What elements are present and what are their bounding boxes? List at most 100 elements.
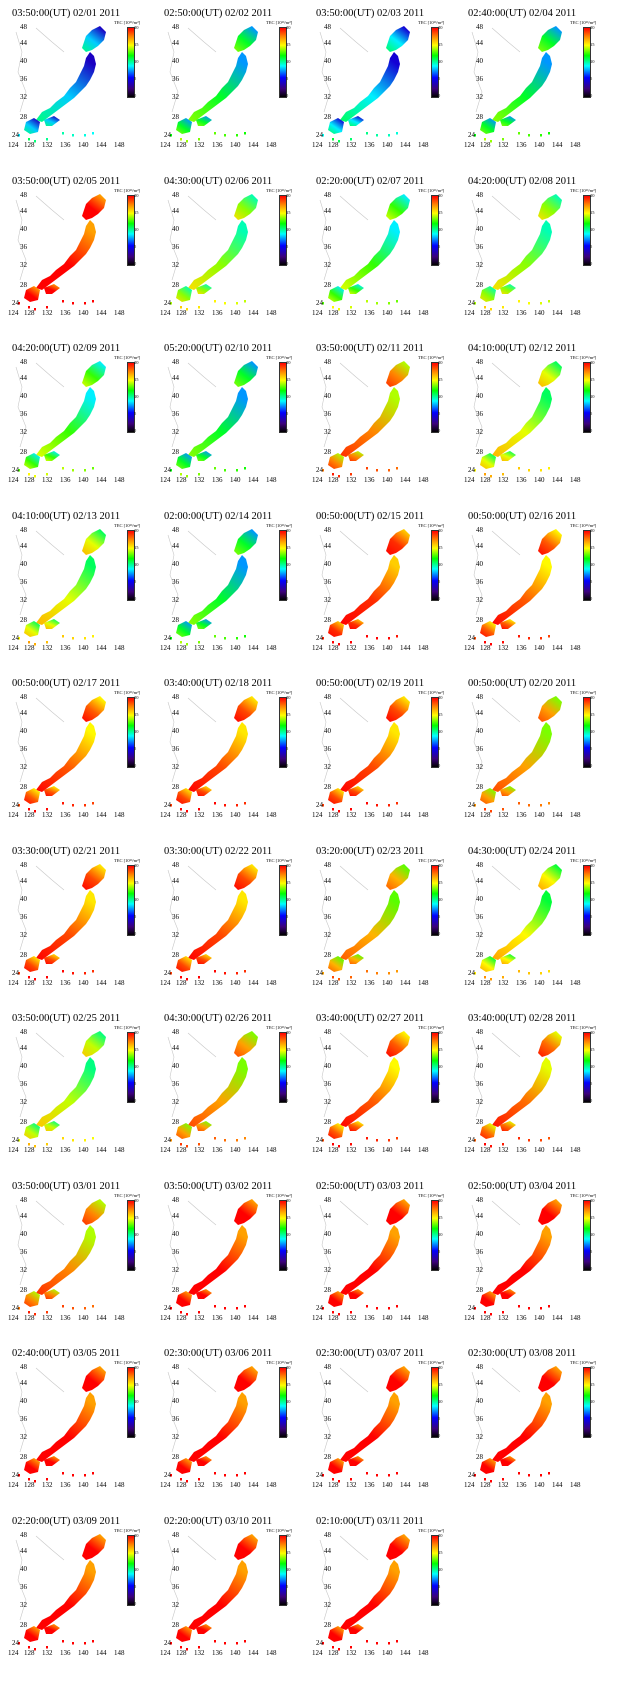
honshu-region [340,1392,400,1462]
lat-tick-label: 24 [164,969,172,977]
island-station [548,969,550,972]
shikoku-region [348,116,364,126]
lat-tick-label: 36 [476,1080,484,1088]
lon-tick-label: 144 [400,644,411,652]
lat-tick-label: 32 [20,93,28,101]
panel-title: 03:50:00(UT) 02/25 2011 [12,1013,121,1024]
island-station [502,1143,504,1146]
lat-tick-label: 28 [476,1118,484,1126]
lon-tick-label: 132 [194,476,205,484]
panel-title: 02:00:00(UT) 02/14 2011 [164,510,273,522]
island-station [198,138,200,141]
island-station [484,138,486,141]
honshu-region [340,1057,400,1127]
island-station [84,1474,86,1477]
island-station [484,640,486,643]
lat-tick-label: 44 [476,374,484,382]
lon-tick-label: 144 [248,811,259,819]
lat-tick-label: 24 [468,801,476,809]
island-station [540,1306,542,1309]
colorbar-gradient [127,1199,135,1271]
lat-tick-label: 32 [324,1601,332,1609]
panel-title: 03:30:00(UT) 02/21 2011 [12,845,121,857]
lat-tick-label: 44 [20,1547,28,1555]
lon-tick-label: 136 [516,811,527,819]
colorbar-tick-label: 20 [590,1197,595,1203]
lat-tick-label: 24 [164,1136,172,1144]
colorbar-tick-label: 5 [438,411,441,416]
colorbar-label: TEC [10¹⁶/m²] [114,690,141,695]
lon-tick-label: 148 [418,141,429,149]
lat-tick-label: 40 [476,727,484,735]
island-station [214,634,216,637]
lat-tick-label: 36 [476,410,484,418]
island-station [34,1312,36,1315]
colorbar-gradient [127,697,135,768]
colorbar-tick-label: 20 [134,1030,139,1035]
lat-tick-label: 32 [324,763,332,771]
lat-tick-label: 44 [324,709,332,717]
lon-tick-label: 128 [24,1481,35,1489]
island-station [34,642,36,645]
island-station [186,1145,188,1148]
tec-map-panel: 03:40:00(UT) 02/18 2011 48 44 40 36 32 28 24 124… [158,672,310,836]
island-station [366,132,368,135]
lat-tick-label: 32 [172,1266,180,1274]
lon-tick-label: 132 [498,1314,509,1322]
hokkaido-region [234,1533,258,1560]
island-station [376,1139,378,1142]
lat-tick-label: 44 [172,374,180,382]
panel-title: 03:50:00(UT) 02/03 2011 [316,8,425,19]
lon-tick-label: 144 [552,811,563,819]
island-station [396,969,398,972]
lat-tick-label: 44 [20,374,28,382]
kyushu-region [24,285,40,302]
island-station [198,1645,200,1648]
japan-tec-map: 48 44 40 36 32 28 24 124 128 132 136 140 144 148 [312,1363,429,1489]
island-station [484,1478,486,1481]
lon-tick-label: 132 [346,979,357,987]
colorbar-gradient [583,362,591,433]
colorbar-gradient [127,194,135,266]
shikoku-region [348,1288,364,1299]
lon-tick-label: 128 [176,1146,187,1154]
kyushu-region [176,118,192,134]
lon-tick-label: 140 [230,309,241,317]
colorbar-tick-label: 20 [134,1365,139,1370]
lon-tick-label: 136 [364,1314,375,1322]
lat-tick-label: 48 [172,1531,180,1539]
lon-tick-label: 132 [498,1146,509,1154]
hokkaido-region [386,26,410,52]
lat-tick-label: 24 [164,1471,172,1479]
island-station [528,1474,530,1477]
shikoku-region [500,283,516,294]
hokkaido-region [386,361,410,387]
hokkaido-region [82,1366,106,1392]
panel-title: 00:50:00(UT) 02/16 2011 [468,510,577,522]
island-station [474,1306,476,1309]
colorbar-tick-label: 5 [134,913,137,919]
lat-tick-label: 40 [172,727,180,735]
lat-tick-label: 44 [20,207,28,215]
lon-tick-label: 128 [328,644,339,652]
colorbar-tick-label: 10 [438,561,443,567]
lon-tick-label: 140 [78,309,89,317]
lat-tick-label: 28 [172,1453,180,1461]
island-station [170,1139,172,1142]
lon-tick-label: 140 [230,1481,241,1489]
honshu-region [340,554,400,625]
lon-tick-label: 144 [96,141,107,149]
coastline-outline [167,697,217,783]
panel-title: 04:10:00(UT) 02/12 2011 [468,343,577,354]
island-station [180,975,182,978]
tec-map-panel: 03:50:00(UT) 02/25 2011 48 44 40 36 32 28 24 124… [6,1007,158,1171]
lon-tick-label: 144 [552,476,563,484]
island-station [396,634,398,637]
lon-tick-label: 124 [8,141,19,149]
lat-tick-label: 36 [172,75,180,83]
lon-tick-label: 148 [570,476,581,484]
colorbar-tick-label: 0 [286,1600,289,1606]
kyushu-region [328,285,344,302]
lat-tick-label: 28 [324,616,332,624]
lat-tick-label: 36 [476,1248,484,1256]
